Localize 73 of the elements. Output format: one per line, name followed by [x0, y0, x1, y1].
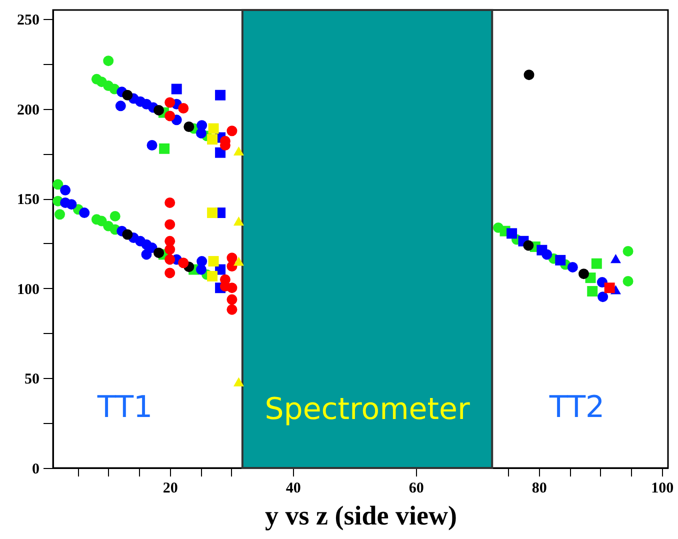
point — [164, 110, 176, 122]
point — [184, 122, 194, 132]
point — [164, 97, 176, 108]
point — [178, 258, 189, 268]
y-tick-label: 200 — [17, 102, 40, 118]
x-tick-label: 40 — [286, 480, 301, 496]
y-tick-label: 150 — [17, 192, 40, 208]
point — [54, 209, 66, 220]
annotation: TT2 — [548, 390, 605, 425]
point — [233, 216, 244, 226]
point — [226, 294, 238, 305]
point — [604, 282, 615, 294]
point — [215, 147, 226, 158]
point — [226, 304, 238, 315]
point — [196, 128, 206, 138]
x-tick-label: 80 — [532, 480, 547, 496]
point — [536, 244, 548, 256]
point — [578, 268, 589, 280]
y-tick-label: 100 — [17, 282, 40, 298]
point — [66, 199, 77, 210]
point — [220, 281, 230, 292]
point — [226, 126, 238, 136]
point — [52, 179, 64, 190]
point — [60, 184, 71, 196]
point — [110, 210, 120, 222]
point — [610, 254, 621, 264]
point — [598, 292, 608, 302]
point — [164, 244, 176, 255]
y-tick-label: 0 — [32, 462, 40, 478]
point — [164, 219, 176, 230]
point — [215, 90, 226, 100]
point — [146, 140, 158, 150]
x-tick-label: 100 — [651, 480, 674, 496]
point — [171, 84, 182, 94]
point — [196, 264, 206, 275]
point — [226, 252, 238, 264]
x-axis-title: y vs z (side view) — [265, 500, 457, 530]
point — [154, 248, 164, 258]
point — [233, 146, 244, 156]
point — [208, 256, 219, 267]
point — [567, 262, 578, 272]
point — [122, 229, 133, 240]
point — [103, 56, 114, 66]
point — [622, 276, 634, 286]
point — [122, 90, 133, 100]
point — [79, 208, 90, 218]
point — [208, 123, 219, 134]
point — [524, 70, 534, 80]
point — [207, 134, 218, 145]
point — [233, 256, 244, 266]
point — [555, 254, 566, 266]
point — [164, 268, 176, 278]
point — [207, 208, 218, 218]
y-tick-label: 250 — [17, 12, 40, 28]
y-tick-label: 50 — [24, 372, 40, 388]
point — [233, 377, 244, 386]
point — [159, 143, 170, 154]
point — [506, 228, 518, 239]
point — [164, 254, 176, 265]
point — [154, 104, 164, 116]
point — [591, 258, 602, 269]
point — [141, 249, 152, 260]
point — [164, 197, 176, 208]
point — [622, 246, 634, 256]
annotation: TT1 — [96, 390, 153, 425]
point — [207, 270, 218, 282]
x-tick-label: 60 — [408, 480, 424, 496]
point — [115, 100, 126, 112]
point — [523, 240, 534, 251]
point — [587, 286, 598, 297]
x-tick-label: 20 — [162, 480, 178, 496]
point — [178, 103, 189, 114]
band-label: Spectrometer — [264, 392, 470, 427]
